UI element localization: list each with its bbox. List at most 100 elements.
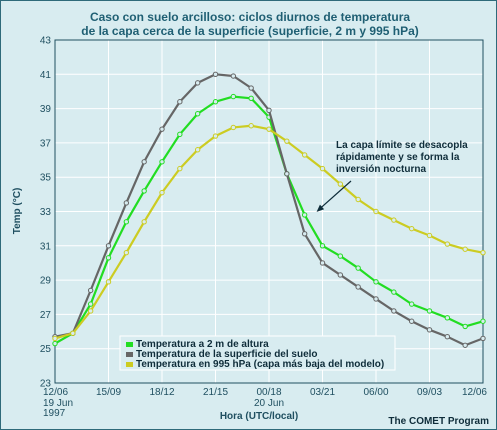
series-point — [141, 159, 147, 165]
x-tick-label: 21/15 — [203, 387, 228, 398]
series-point — [301, 212, 308, 218]
x-tick-label: 06/00 — [363, 387, 388, 398]
series-point — [105, 279, 112, 285]
credit-text: The COMET Program — [388, 416, 489, 427]
series-point — [159, 189, 165, 196]
series-layer — [52, 71, 486, 348]
series-point — [337, 272, 344, 278]
series-point — [123, 219, 130, 225]
series-point — [355, 265, 361, 271]
series-point — [391, 289, 397, 295]
series-point — [105, 255, 112, 261]
series-point — [87, 301, 94, 307]
series-point — [301, 152, 308, 158]
plot-area — [54, 39, 484, 384]
y-tick-label: 31 — [40, 241, 52, 252]
series-point — [177, 165, 183, 172]
legend-swatch — [126, 362, 133, 367]
x-tick-label: 00/18 — [256, 387, 281, 398]
series-point — [52, 340, 58, 347]
series-point — [212, 133, 219, 139]
series-point — [480, 318, 486, 324]
series-point — [444, 241, 451, 247]
x-tick-label: 12/06 — [43, 387, 68, 398]
x-axis-label: Hora (UTC/local) — [220, 411, 298, 422]
series-point — [284, 171, 290, 177]
x-date-label: 1997 — [43, 408, 66, 419]
x-date-label: 19 Jun — [43, 398, 73, 409]
series-point — [301, 231, 308, 237]
series-point — [408, 301, 415, 307]
series-2 — [52, 71, 486, 348]
series-point — [337, 181, 344, 187]
series-point — [426, 327, 433, 333]
x-axis-ticks: 12/06 15/09 18/12 21/15 00/18 03/21 06/00 09/03… — [43, 387, 487, 419]
series-point — [177, 99, 183, 105]
series-point — [105, 243, 112, 249]
y-tick-label: 41 — [40, 70, 52, 81]
series-point — [480, 335, 486, 342]
series-point — [319, 260, 326, 266]
series-point — [426, 308, 433, 314]
series-point — [266, 126, 272, 132]
y-tick-label: 29 — [40, 276, 52, 287]
annotation-text-line: rápidamente y se forma la — [336, 152, 460, 163]
series-point — [355, 284, 361, 290]
chart-title-line2: de la capa cerca de la superficie (super… — [81, 24, 419, 38]
series-point — [70, 330, 76, 336]
y-tick-label: 27 — [40, 310, 52, 321]
series-point — [248, 123, 254, 129]
series-point — [230, 93, 237, 100]
series-1 — [52, 93, 486, 347]
series-point — [408, 318, 415, 324]
series-point — [159, 126, 165, 132]
series-point — [462, 323, 468, 330]
series-point — [141, 219, 147, 225]
series-point — [391, 308, 397, 314]
x-date-label: 20 Jun — [254, 398, 284, 409]
annotation-arrow-head — [316, 204, 325, 212]
series-point — [373, 296, 379, 302]
series-point — [141, 188, 147, 194]
x-tick-label: 18/12 — [149, 387, 174, 398]
annotation-arrow-line — [319, 180, 352, 210]
series-point — [248, 95, 254, 102]
series-point — [373, 279, 379, 285]
x-tick-label: 12/06 — [462, 387, 487, 398]
series-point — [230, 73, 237, 79]
y-tick-label: 33 — [40, 207, 52, 218]
legend-swatch — [126, 342, 133, 347]
legend-label: Temperatura en 995 hPa (capa más baja de… — [136, 359, 384, 370]
y-tick-label: 37 — [40, 138, 52, 149]
series-point — [159, 159, 165, 165]
series-point — [355, 196, 361, 203]
series-point — [391, 217, 397, 223]
series-point — [248, 85, 254, 91]
legend-label: Temperatura de la superficie del suelo — [136, 349, 318, 360]
series-point — [123, 200, 130, 206]
series-point — [87, 308, 94, 314]
series-point — [194, 80, 201, 86]
series-point — [194, 147, 201, 153]
grid-lines — [54, 39, 484, 384]
x-tick-label: 03/21 — [310, 387, 335, 398]
y-tick-label: 39 — [40, 104, 52, 115]
series-point — [444, 315, 451, 321]
series-point — [212, 99, 219, 105]
series-point — [123, 249, 130, 256]
legend-swatch — [126, 352, 133, 357]
series-point — [87, 287, 94, 294]
series-point — [444, 333, 451, 340]
series-point — [319, 243, 326, 249]
annotation-text-line: La capa límite se desacopla — [336, 140, 468, 151]
series-point — [52, 335, 58, 342]
series-point — [408, 225, 415, 232]
series-point — [212, 71, 219, 78]
y-tick-label: 25 — [40, 344, 52, 355]
chart-title-line1: Caso con suelo arcilloso: ciclos diurnos… — [90, 10, 410, 24]
annotation-text-line: inversión nocturna — [336, 164, 426, 175]
series-point — [177, 131, 183, 138]
series-point — [337, 253, 344, 259]
